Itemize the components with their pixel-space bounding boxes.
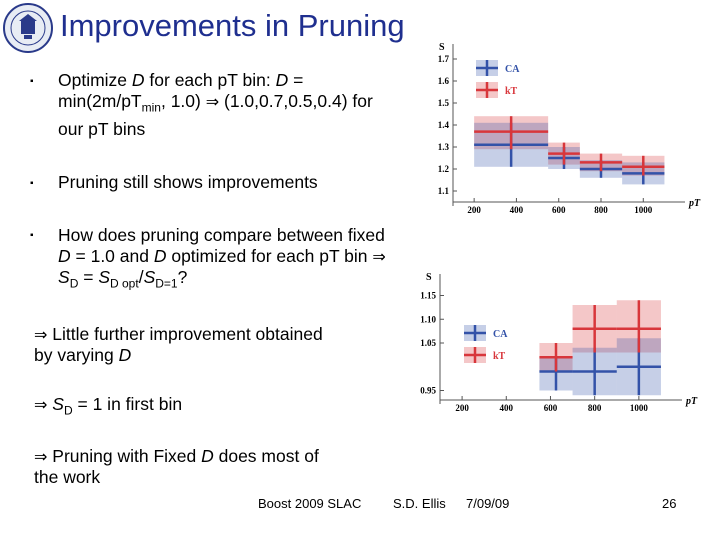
y-tick-label: 1.1	[438, 186, 450, 196]
chart-s-vs-pt-top: S 1.1 1.2 1.3 1.4 1.5 1.6 1.7 200 400 600 800 1000 pT…	[438, 42, 701, 215]
x-tick-label: 400	[500, 403, 514, 413]
chart-s-vs-pt-bottom: S 0.95 1.05 1.10 1.15 200 400 600 800 1000 pT CA kT	[420, 272, 698, 413]
footer-author: S.D. Ellis	[393, 496, 446, 511]
y-tick-label: 1.4	[438, 120, 450, 130]
university-seal-logo	[3, 3, 53, 53]
x-tick-label: 200	[455, 403, 469, 413]
footer-page-number: 26	[662, 496, 677, 511]
x-tick-label: 800	[588, 403, 602, 413]
y-tick-label: 1.2	[438, 164, 450, 174]
x-tick-label: 800	[594, 205, 608, 215]
footer-event: Boost 2009 SLAC	[258, 496, 362, 511]
bullet-marker: ▪	[30, 230, 34, 241]
legend-label-kT: kT	[505, 86, 518, 97]
legend-label-CA: CA	[493, 329, 508, 340]
y-tick-label: 1.10	[420, 314, 436, 324]
y-axis-label: S	[426, 272, 432, 283]
x-tick-label: 1000	[634, 205, 653, 215]
implication-2: ⇒ SD = 1 in first bin	[34, 394, 183, 418]
slide-title: Improvements in Pruning	[60, 8, 405, 43]
bullet-2: Pruning still shows improvements	[58, 172, 318, 192]
bullet-1: Optimize D for each pT bin: D = min(2m/p…	[58, 70, 373, 139]
x-tick-label: 1000	[630, 403, 649, 413]
y-tick-label: 1.6	[438, 76, 450, 86]
x-tick-label: 600	[544, 403, 558, 413]
x-tick-label: 200	[467, 205, 481, 215]
legend-label-kT: kT	[493, 351, 506, 362]
y-axis-label: S	[439, 42, 445, 53]
x-axis-label: pT	[688, 198, 701, 209]
implication-3: ⇒ Pruning with Fixed D does most of the …	[34, 446, 319, 487]
y-tick-label: 1.05	[420, 338, 436, 348]
bullet-marker: ▪	[30, 178, 34, 189]
y-tick-label: 0.95	[420, 386, 436, 396]
y-tick-label: 1.7	[438, 54, 450, 64]
y-tick-label: 1.5	[438, 98, 450, 108]
bullet-marker: ▪	[30, 76, 34, 87]
x-tick-label: 400	[510, 205, 524, 215]
implication-1: ⇒ Little further improvement obtained by…	[34, 324, 323, 365]
y-tick-label: 1.15	[420, 291, 436, 301]
legend-label-CA: CA	[505, 64, 520, 75]
footer-date: 7/09/09	[466, 496, 510, 511]
x-tick-label: 600	[552, 205, 566, 215]
x-axis-label: pT	[685, 396, 698, 407]
bullet-3: How does pruning compare between fixed D…	[58, 225, 386, 291]
y-tick-label: 1.3	[438, 142, 450, 152]
